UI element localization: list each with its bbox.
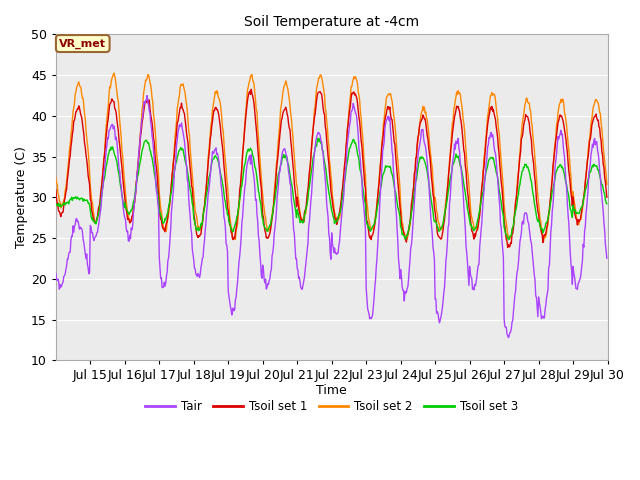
Legend: Tair, Tsoil set 1, Tsoil set 2, Tsoil set 3: Tair, Tsoil set 1, Tsoil set 2, Tsoil se… [141, 396, 523, 418]
Y-axis label: Temperature (C): Temperature (C) [15, 146, 28, 248]
Text: VR_met: VR_met [60, 38, 106, 48]
X-axis label: Time: Time [316, 384, 347, 397]
Title: Soil Temperature at -4cm: Soil Temperature at -4cm [244, 15, 419, 29]
